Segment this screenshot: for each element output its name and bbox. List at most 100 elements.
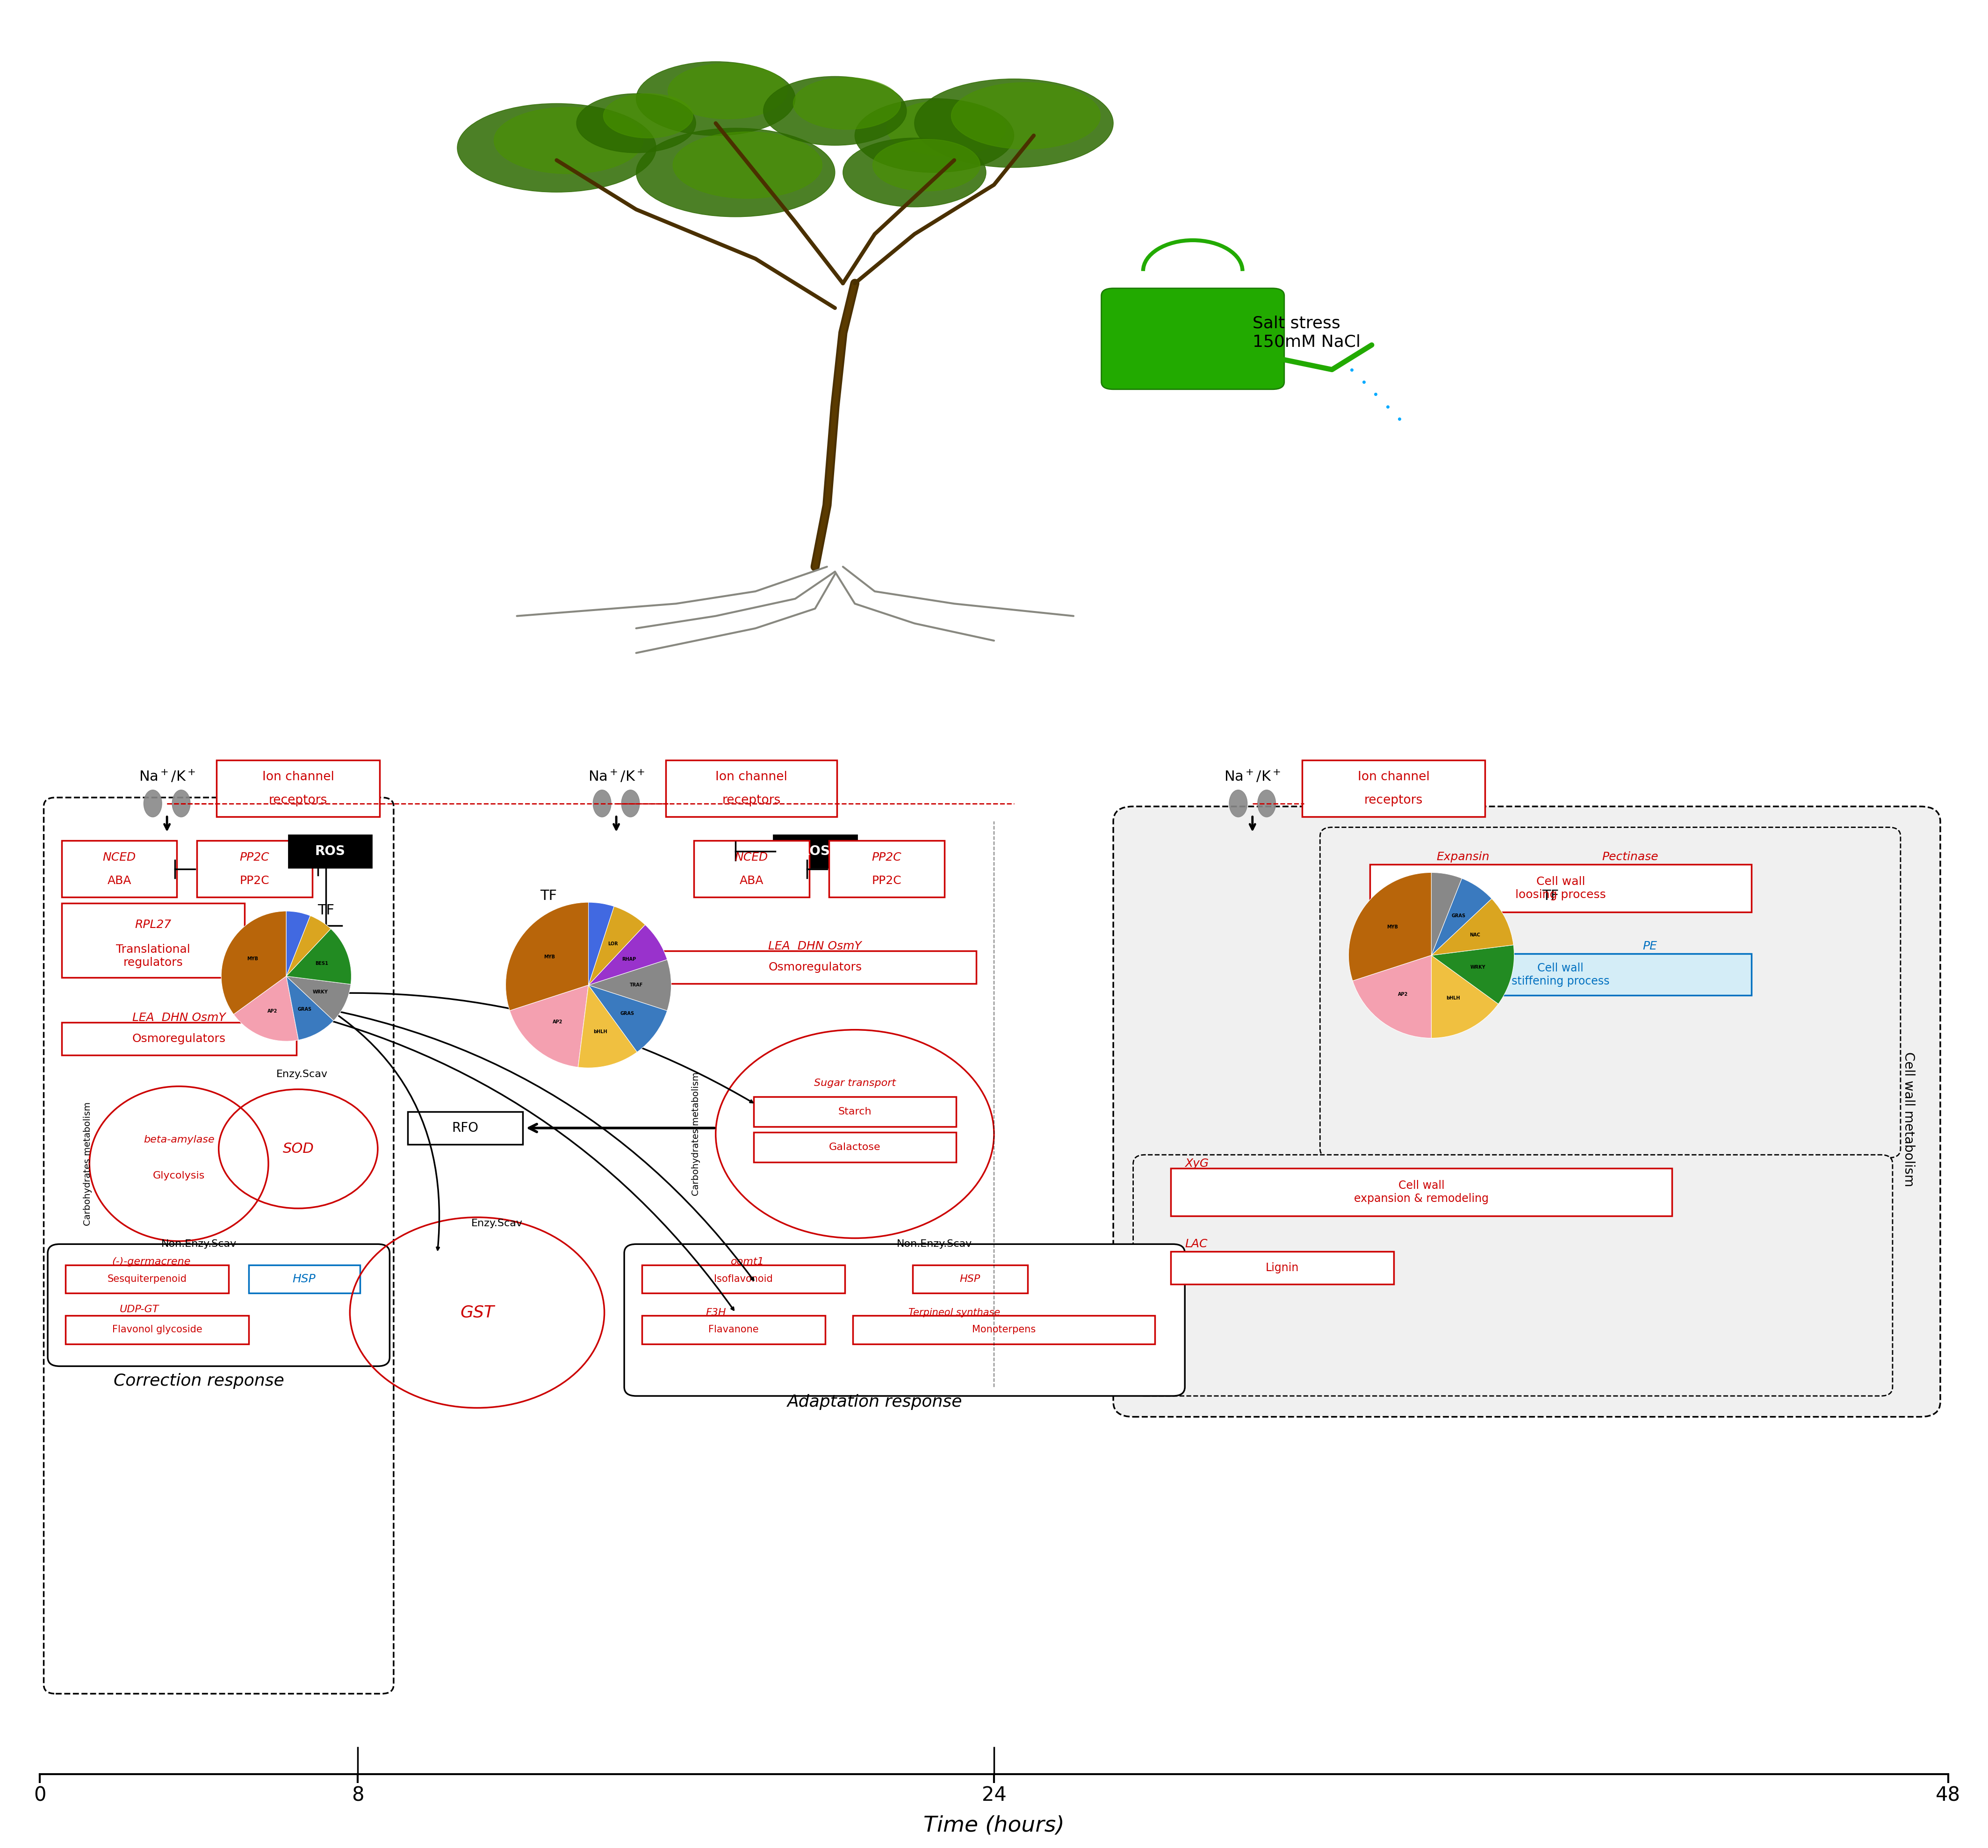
Text: AP2: AP2 (266, 1009, 278, 1013)
Wedge shape (286, 930, 352, 985)
FancyBboxPatch shape (829, 841, 944, 898)
Text: Ion channel: Ion channel (716, 771, 787, 784)
Text: WRKY: WRKY (1471, 965, 1485, 970)
Text: receptors: receptors (268, 795, 328, 806)
Ellipse shape (622, 789, 640, 817)
Text: LEA  DHN OsmY: LEA DHN OsmY (133, 1013, 225, 1024)
Wedge shape (505, 902, 588, 1011)
Text: Pectinase: Pectinase (1602, 852, 1658, 863)
Wedge shape (509, 985, 588, 1068)
FancyBboxPatch shape (288, 835, 372, 867)
FancyBboxPatch shape (217, 760, 380, 817)
Text: MYB: MYB (1388, 924, 1398, 930)
Text: F3H: F3H (706, 1308, 726, 1318)
FancyBboxPatch shape (642, 1266, 845, 1294)
Wedge shape (1431, 955, 1499, 1039)
Text: RFO: RFO (451, 1122, 479, 1135)
Text: PP2C: PP2C (873, 876, 901, 887)
Wedge shape (588, 906, 646, 985)
Text: MYB: MYB (545, 955, 555, 959)
Text: PP2C: PP2C (873, 852, 901, 863)
Text: ABA: ABA (740, 876, 763, 887)
Text: LEA  DHN OsmY: LEA DHN OsmY (769, 941, 861, 952)
Text: XyG: XyG (1185, 1159, 1209, 1170)
Text: Ion channel: Ion channel (1358, 771, 1429, 784)
Text: Cell wall metabolism: Cell wall metabolism (1903, 1052, 1914, 1186)
Ellipse shape (577, 94, 696, 153)
Ellipse shape (592, 789, 610, 817)
Text: oomt1: oomt1 (732, 1257, 763, 1266)
Wedge shape (1431, 944, 1515, 1003)
Text: NAC: NAC (1469, 933, 1481, 937)
Ellipse shape (668, 63, 787, 118)
Text: Non.Enzy.Scav: Non.Enzy.Scav (897, 1240, 972, 1249)
Ellipse shape (873, 139, 980, 190)
Ellipse shape (457, 103, 656, 192)
FancyBboxPatch shape (1101, 288, 1284, 390)
Text: TRAF: TRAF (630, 983, 642, 987)
FancyBboxPatch shape (62, 904, 245, 978)
Text: Sesquiterpenoid: Sesquiterpenoid (107, 1275, 187, 1284)
Text: Terpineol synthase: Terpineol synthase (909, 1308, 1000, 1318)
Text: Cell wall
expansion & remodeling: Cell wall expansion & remodeling (1354, 1179, 1489, 1205)
Text: GRAS: GRAS (298, 1007, 312, 1011)
FancyBboxPatch shape (642, 1316, 825, 1343)
Text: PP2C: PP2C (241, 876, 268, 887)
Text: Enzy.Scav: Enzy.Scav (276, 1070, 328, 1079)
FancyBboxPatch shape (1171, 1168, 1672, 1216)
Wedge shape (588, 924, 668, 985)
Text: PP2C: PP2C (241, 852, 268, 863)
Text: TF: TF (318, 904, 334, 917)
Ellipse shape (763, 76, 907, 146)
Wedge shape (579, 985, 636, 1068)
FancyBboxPatch shape (408, 1112, 523, 1144)
Text: BES1: BES1 (316, 961, 328, 967)
FancyBboxPatch shape (753, 1096, 956, 1127)
Text: ABA: ABA (107, 876, 131, 887)
Text: Na$^+$/K$^+$: Na$^+$/K$^+$ (139, 769, 195, 784)
Text: Carbohydrates metabolism: Carbohydrates metabolism (692, 1072, 700, 1196)
Ellipse shape (173, 789, 191, 817)
Wedge shape (221, 911, 286, 1015)
FancyBboxPatch shape (666, 760, 837, 817)
Text: MYB: MYB (247, 957, 258, 961)
Wedge shape (1348, 872, 1431, 981)
Text: Expansin: Expansin (1437, 852, 1489, 863)
Text: Osmoregulators: Osmoregulators (767, 961, 863, 972)
Text: GRAS: GRAS (620, 1011, 634, 1016)
Text: GST: GST (459, 1305, 495, 1321)
FancyBboxPatch shape (853, 1316, 1155, 1343)
Ellipse shape (1229, 789, 1246, 817)
Ellipse shape (843, 139, 986, 207)
Text: Starch: Starch (839, 1107, 871, 1116)
FancyBboxPatch shape (1302, 760, 1485, 817)
Text: receptors: receptors (722, 795, 781, 806)
FancyBboxPatch shape (62, 1022, 296, 1055)
Wedge shape (1352, 955, 1431, 1039)
Ellipse shape (855, 98, 1014, 172)
Text: Sugar transport: Sugar transport (813, 1079, 897, 1088)
Text: Na$^+$/K$^+$: Na$^+$/K$^+$ (1225, 769, 1280, 784)
Ellipse shape (636, 128, 835, 216)
FancyBboxPatch shape (66, 1266, 229, 1294)
Text: HSP: HSP (960, 1275, 980, 1284)
Ellipse shape (1258, 789, 1276, 817)
Text: PE: PE (1642, 941, 1658, 952)
Text: Isoflavonoid: Isoflavonoid (714, 1275, 773, 1284)
Text: GRAS: GRAS (1451, 913, 1465, 918)
Text: receptors: receptors (1364, 795, 1423, 806)
FancyBboxPatch shape (66, 1316, 248, 1343)
Text: Cellulase: Cellulase (1425, 941, 1477, 952)
Wedge shape (588, 959, 672, 1011)
FancyBboxPatch shape (197, 841, 312, 898)
Text: LOR: LOR (608, 941, 618, 946)
FancyBboxPatch shape (248, 1266, 360, 1294)
FancyBboxPatch shape (624, 1244, 1185, 1395)
FancyBboxPatch shape (48, 1244, 390, 1366)
Text: Na$^+$/K$^+$: Na$^+$/K$^+$ (588, 769, 644, 784)
FancyBboxPatch shape (753, 1133, 956, 1162)
Text: (-)-germacrene: (-)-germacrene (111, 1257, 191, 1266)
Wedge shape (235, 976, 298, 1040)
Ellipse shape (887, 100, 1006, 155)
FancyBboxPatch shape (1133, 1155, 1893, 1395)
